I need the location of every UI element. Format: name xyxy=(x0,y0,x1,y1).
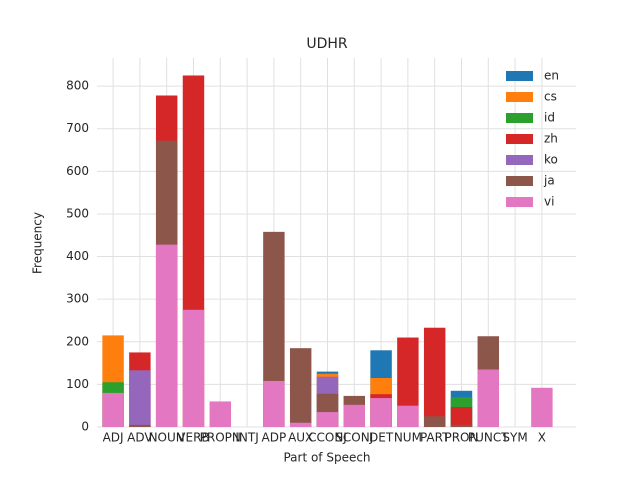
x-tick-label: SYM xyxy=(502,431,527,445)
legend-label: ja xyxy=(543,174,555,188)
x-tick-label: ADP xyxy=(262,431,287,445)
legend-label: zh xyxy=(544,132,558,146)
bar xyxy=(397,405,419,427)
legend-swatch xyxy=(506,176,533,186)
x-tick-label: AUX xyxy=(288,431,313,445)
y-tick-label: 400 xyxy=(66,249,89,263)
bar xyxy=(129,370,151,427)
x-tick-label: X xyxy=(538,431,546,445)
y-tick-label: 700 xyxy=(66,121,89,135)
legend-swatch xyxy=(506,71,533,81)
x-tick-label: PRON xyxy=(444,431,478,445)
bar xyxy=(182,309,205,427)
bar xyxy=(343,404,365,427)
bar xyxy=(289,348,312,427)
legend-label: vi xyxy=(544,195,554,209)
y-tick-label: 0 xyxy=(81,420,89,434)
x-tick-label: ADV xyxy=(127,431,153,445)
x-tick-label: PROPN xyxy=(200,431,241,445)
x-tick-label: NOUN xyxy=(149,431,185,445)
y-tick-label: 500 xyxy=(66,206,89,220)
x-tick-label: ADJ xyxy=(103,431,124,445)
bar xyxy=(423,327,446,427)
legend-swatch xyxy=(506,197,533,207)
x-tick-label: PART xyxy=(420,431,450,445)
legend-label: ko xyxy=(544,153,558,167)
y-axis-label: Frequency xyxy=(31,212,45,274)
bar xyxy=(531,387,553,427)
bar xyxy=(209,401,231,427)
y-tick-label: 600 xyxy=(66,164,89,178)
bar xyxy=(450,406,473,427)
x-axis-label: Part of Speech xyxy=(283,451,370,465)
legend-label: cs xyxy=(544,90,557,104)
bar xyxy=(129,424,151,427)
legend-swatch xyxy=(506,113,533,123)
x-tick-label: VERB xyxy=(177,431,209,445)
x-tick-label: CCONJ xyxy=(308,431,347,445)
bar xyxy=(316,412,339,427)
bar xyxy=(370,398,392,427)
y-tick-label: 200 xyxy=(66,334,89,348)
bar xyxy=(263,231,285,427)
y-tick-label: 800 xyxy=(66,79,89,93)
x-tick-label: INTJ xyxy=(235,431,258,445)
x-tick-label: PUNCT xyxy=(468,431,509,445)
bar xyxy=(423,416,446,427)
bar xyxy=(289,422,312,427)
legend-label: id xyxy=(544,111,555,125)
legend-swatch xyxy=(506,92,533,102)
legend-swatch xyxy=(506,155,533,165)
bar xyxy=(102,392,124,427)
bar xyxy=(477,369,499,427)
legend-swatch xyxy=(506,134,533,144)
chart-title: UDHR xyxy=(306,36,348,52)
bar xyxy=(263,380,285,427)
bar xyxy=(397,337,419,427)
x-tick-label: DET xyxy=(369,431,394,445)
legend-label: en xyxy=(544,69,559,83)
bar xyxy=(155,244,178,427)
x-tick-label: NUM xyxy=(394,431,422,445)
x-tick-label: SCONJ xyxy=(335,431,373,445)
y-tick-label: 100 xyxy=(66,377,89,391)
bar xyxy=(450,424,473,427)
y-tick-label: 300 xyxy=(66,292,89,306)
